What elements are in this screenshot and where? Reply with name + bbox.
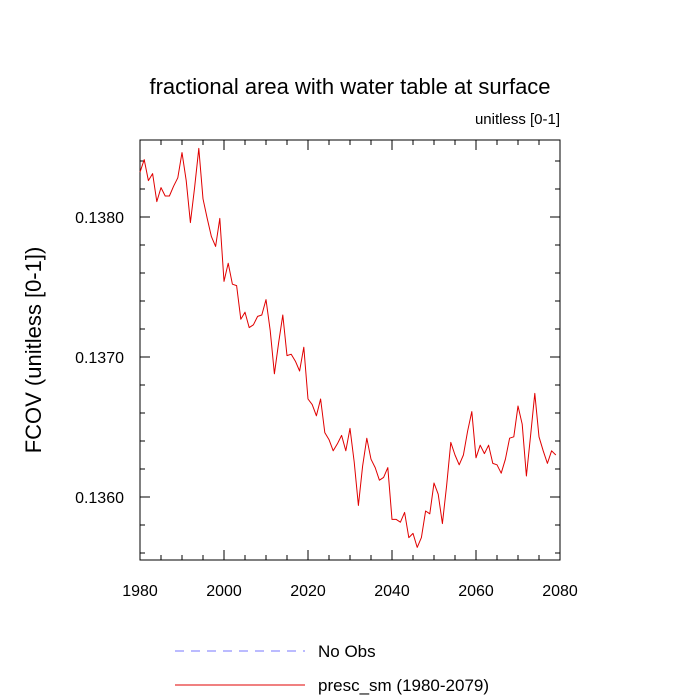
x-axis: 1980 2000 2020 2040 2060 2080 — [122, 140, 578, 600]
x-tick-label: 2020 — [290, 583, 326, 600]
y-axis: 0.1360 0.1370 0.1380 — [75, 160, 560, 554]
x-tick-label: 2080 — [542, 583, 578, 600]
legend-label-1: presc_sm (1980-2079) — [318, 676, 489, 695]
x-tick-label: 2060 — [458, 583, 494, 600]
y-axis-label: FCOV (unitless [0-1]) — [21, 247, 46, 454]
plot-frame — [139, 139, 561, 561]
chart-subtitle: unitless [0-1] — [475, 111, 560, 128]
y-tick-label: 0.1380 — [75, 210, 124, 227]
legend: No Obs presc_sm (1980-2079) — [175, 642, 489, 695]
x-tick-label: 1980 — [122, 583, 158, 600]
series-layer — [139, 147, 557, 548]
y-tick-label: 0.1360 — [75, 490, 124, 507]
x-tick-label: 2040 — [374, 583, 410, 600]
x-tick-label: 2000 — [206, 583, 242, 600]
chart-title: fractional area with water table at surf… — [149, 74, 550, 99]
y-tick-label: 0.1370 — [75, 350, 124, 367]
legend-label-0: No Obs — [318, 642, 376, 661]
series-line-1 — [139, 147, 557, 548]
